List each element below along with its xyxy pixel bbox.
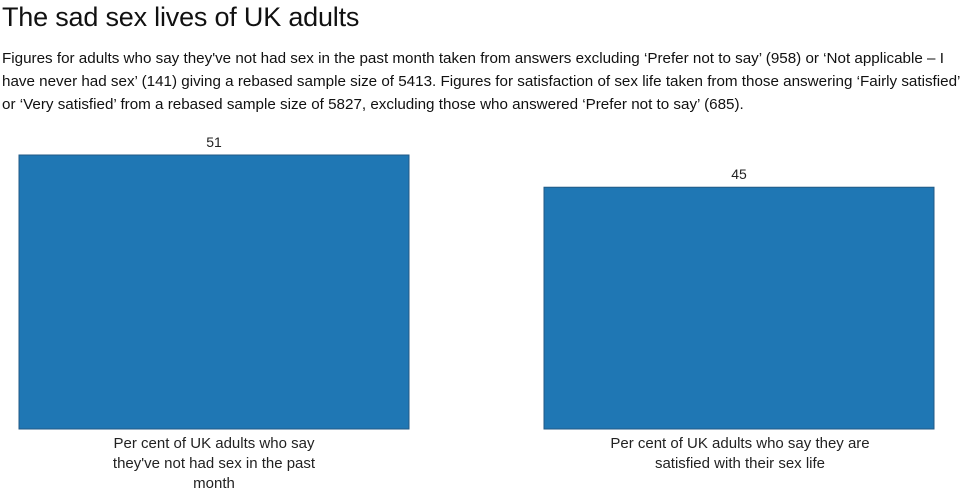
bar-0 (18, 154, 410, 430)
bar-value-label-0: 51 (206, 134, 222, 150)
bar-value-label-1: 45 (731, 166, 747, 182)
chart-subtitle: Figures for adults who say they've not h… (2, 50, 960, 113)
category-label-1: Per cent of UK adults who say they are s… (610, 435, 870, 472)
bar-1 (543, 186, 935, 430)
category-label-0: Per cent of UK adults who say they've no… (112, 435, 316, 492)
chart-title: The sad sex lives of UK adults (2, 2, 360, 32)
